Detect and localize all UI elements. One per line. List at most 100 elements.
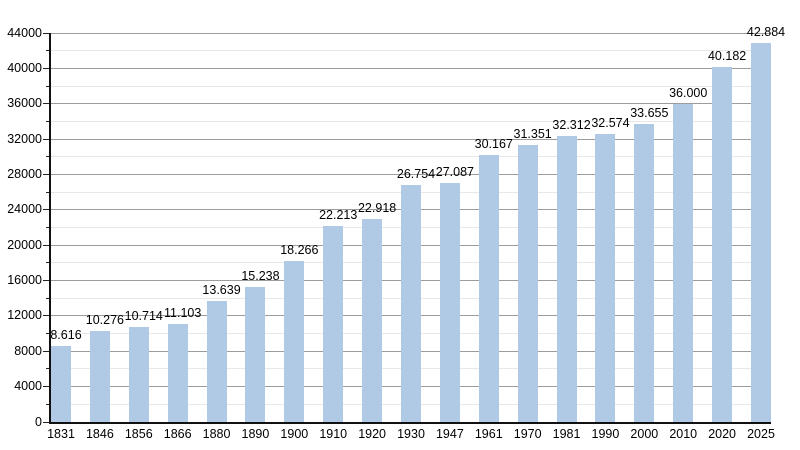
x-tick-label: 2010 [669,427,698,441]
y-minor-tick [46,368,50,370]
bar [362,219,383,422]
x-tick-label: 1990 [591,427,620,441]
x-axis-line [48,422,771,424]
x-tick-label: 2020 [708,427,737,441]
bar-value-label: 33.655 [630,106,669,121]
y-minor-tick [46,403,50,405]
x-tick-label: 1890 [241,427,270,441]
y-tick-label: 36000 [7,96,42,111]
major-gridline [50,32,771,34]
bar-value-label: 13.639 [202,283,241,298]
y-tick-label: 4000 [14,379,42,394]
bar [634,124,655,422]
bar-value-label: 22.213 [319,207,358,222]
y-minor-tick [46,297,50,299]
bar-value-label: 31.351 [513,126,552,141]
bar [51,345,71,422]
bar-value-label: 40.182 [707,48,747,63]
y-tick-label: 8000 [14,343,42,358]
y-tick-label: 12000 [7,308,42,323]
y-axis-line [48,33,51,424]
x-tick-label: 1910 [319,427,348,441]
bar-value-label: 36.000 [669,85,708,100]
bar-value-label: 10.276 [85,313,124,328]
x-tick-label: 2000 [630,427,659,441]
bar [245,287,266,422]
y-major-tick [43,386,50,388]
bar [712,66,733,422]
y-major-tick [43,209,50,211]
bar [751,42,771,422]
x-tick-label: 1856 [124,427,153,441]
bar [595,134,616,422]
bar-value-label: 15.238 [241,269,280,284]
bar-value-label: 27.087 [435,164,474,179]
y-major-tick [43,350,50,352]
y-major-tick [43,280,50,282]
bar [167,323,188,422]
bar-value-label: 32.574 [591,116,630,131]
y-tick-label: 28000 [7,166,42,181]
x-tick-label: 1961 [474,427,503,441]
y-tick-label: 20000 [7,237,42,252]
bar [284,260,305,422]
minor-gridline [50,120,771,122]
bar-value-label: 18.266 [280,242,319,257]
x-tick-label: 1880 [202,427,231,441]
y-major-tick [43,173,50,175]
minor-gridline [50,156,771,158]
bar-value-label: 10.714 [124,309,163,324]
bar [323,225,344,422]
bar [89,331,110,422]
bar-value-label: 11.103 [164,305,202,320]
y-tick-label: 32000 [7,131,42,146]
bar [439,182,460,422]
y-major-tick [43,103,50,105]
minor-gridline [50,85,771,87]
y-minor-tick [46,156,50,158]
y-tick-label: 0 [35,414,42,429]
bar [401,185,421,422]
y-major-tick [43,32,50,34]
y-major-tick [43,421,50,423]
x-tick-label: 1947 [435,427,464,441]
y-major-tick [43,67,50,69]
y-tick-label: 40000 [7,60,42,75]
bar [556,136,577,422]
y-major-tick [43,244,50,246]
x-tick-label: 1846 [85,427,114,441]
bar [673,103,694,422]
y-major-tick [43,315,50,317]
bar-value-label: 42.884 [746,24,786,39]
major-gridline [50,173,771,175]
x-tick-label: 2025 [747,427,775,441]
bar-value-label: 26.754 [396,167,436,182]
bar [517,144,538,422]
bar-value-label: 22.918 [357,201,397,216]
bar-value-label: 8.616 [50,327,82,342]
y-tick-label: 16000 [7,273,42,288]
major-gridline [50,67,771,69]
y-minor-tick [46,227,50,228]
minor-gridline [50,50,771,52]
x-tick-label: 1866 [163,427,192,441]
bar [128,327,149,422]
x-tick-label: 1981 [552,427,581,441]
y-minor-tick [46,262,50,264]
y-minor-tick [46,191,50,193]
x-tick-label: 1900 [280,427,309,441]
x-tick-label: 1970 [513,427,542,441]
x-tick-label: 1920 [358,427,387,441]
y-minor-tick [46,85,50,87]
y-tick-label: 44000 [7,25,42,40]
y-minor-tick [46,50,50,52]
y-minor-tick [46,333,50,335]
major-gridline [50,103,771,105]
bar-value-label: 30.167 [474,137,513,152]
x-tick-label: 1831 [47,427,75,441]
bar [478,155,499,422]
bar-value-label: 32.312 [552,118,591,133]
bar [206,301,227,422]
y-tick-label: 24000 [7,202,42,217]
